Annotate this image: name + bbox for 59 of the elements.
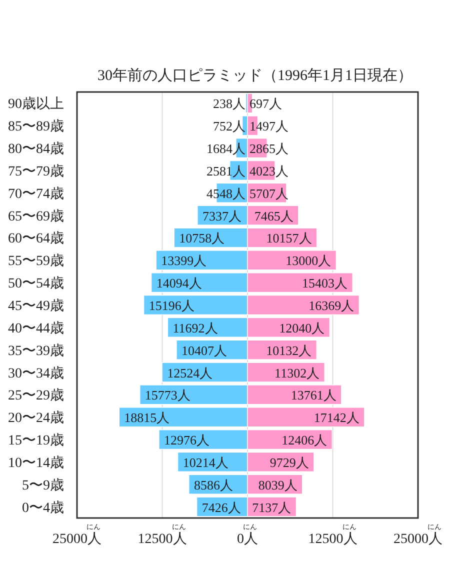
y-tick-label: 0〜4歳	[22, 500, 64, 516]
y-tick-label: 30〜34歳	[8, 365, 64, 382]
x-tick-label: 12500人	[308, 531, 358, 547]
data-label: 10407人	[182, 342, 228, 358]
y-tick-label: 25〜29歳	[8, 388, 64, 404]
data-label: 12524人	[167, 365, 213, 380]
data-label: 10157人	[266, 230, 312, 246]
y-tick-label: 10〜14歳	[8, 454, 64, 471]
y-tick-label: 85〜89歳	[8, 118, 64, 135]
data-label: 18815人	[124, 410, 170, 426]
data-label: 13000人	[286, 253, 332, 268]
data-label: 7426人	[202, 500, 241, 515]
y-tick-label: 55〜59歳	[8, 253, 64, 270]
data-label: 13761人	[290, 388, 336, 403]
data-label: 7465人	[254, 208, 294, 224]
x-tick-label: 25000人	[52, 531, 102, 547]
data-label: 17142人	[314, 410, 360, 426]
data-label: 12406人	[282, 432, 328, 448]
data-label: 14094人	[156, 276, 202, 291]
data-label: 10758人	[179, 230, 225, 246]
data-label: 13399人	[161, 253, 207, 268]
data-label: 15403人	[302, 276, 348, 291]
data-label: 8039人	[258, 477, 298, 492]
data-label: 15196人	[148, 298, 194, 313]
data-label: 7137人	[252, 500, 292, 515]
data-label: 2865人	[250, 141, 288, 156]
y-tick-label: 60〜64歳	[8, 230, 64, 247]
x-tick-label: 25000人	[394, 531, 442, 547]
y-tick-label: 20〜24歳	[8, 410, 64, 426]
data-label: 11692人	[172, 320, 218, 336]
y-tick-label: 35〜39歳	[8, 342, 64, 359]
data-label: 12040人	[279, 320, 325, 336]
y-tick-label: 80〜84歳	[8, 141, 64, 158]
data-label: 697人	[250, 96, 282, 112]
data-label: 10214人	[182, 454, 228, 470]
data-label: 1497人	[250, 118, 288, 134]
y-tick-label: 5〜9歳	[22, 477, 64, 494]
data-label: 16369人	[308, 298, 354, 313]
data-label: 10132人	[266, 342, 312, 358]
data-label: 8586人	[194, 477, 233, 492]
x-tick-label: 12500人	[138, 531, 187, 547]
data-label: 5707人	[250, 186, 288, 201]
data-label: 7337人	[202, 208, 242, 224]
y-tick-label: 40〜44歳	[8, 320, 64, 336]
y-tick-label: 70〜74歳	[8, 186, 64, 202]
y-tick-label: 45〜49歳	[8, 298, 64, 314]
y-tick-label: 15〜19歳	[8, 432, 64, 449]
data-label: 12976人	[164, 432, 210, 448]
y-tick-label: 75〜79歳	[8, 163, 64, 180]
data-label: 238人	[213, 96, 246, 112]
y-tick-label: 65〜69歳	[8, 208, 64, 224]
data-label: 4023人	[250, 163, 288, 178]
data-label: 11302人	[274, 365, 320, 380]
data-label: 15773人	[144, 388, 190, 403]
title: 30年前の人口ピラミッド（1996年1月1日現在）	[98, 68, 412, 84]
x-tick-label: 0人	[237, 531, 258, 547]
data-label: 9729人	[270, 454, 309, 470]
y-tick-label: 90歳以上	[8, 96, 64, 112]
y-tick-label: 50〜54歳	[8, 276, 64, 292]
